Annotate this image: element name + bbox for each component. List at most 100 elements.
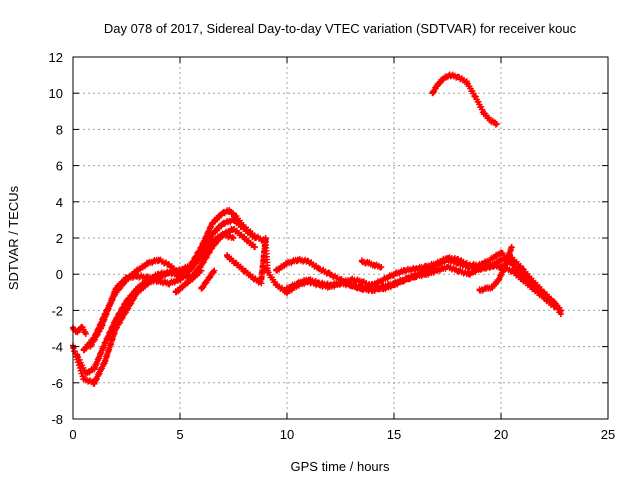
- data-point: [476, 265, 483, 272]
- series-track-8: [224, 251, 265, 287]
- data-point: [123, 274, 130, 281]
- data-point: [241, 235, 248, 241]
- data-point: [91, 379, 98, 386]
- data-point: [226, 207, 233, 214]
- data-point: [134, 273, 141, 280]
- data-point: [540, 289, 547, 296]
- data-point: [498, 256, 504, 263]
- data-point: [230, 225, 237, 232]
- data-point: [433, 262, 440, 269]
- data-point: [316, 280, 323, 287]
- data-point: [273, 282, 280, 289]
- data-point: [455, 260, 462, 267]
- series-track-4: [87, 230, 237, 350]
- data-point: [530, 285, 537, 292]
- data-point: [284, 285, 290, 292]
- data-point: [87, 343, 94, 350]
- data-point: [530, 278, 537, 285]
- data-point: [123, 298, 130, 305]
- data-point: [444, 256, 451, 263]
- data-point: [209, 231, 216, 238]
- data-point: [177, 276, 183, 283]
- x-tick-label: 0: [69, 427, 76, 442]
- data-point: [483, 285, 490, 292]
- y-tick-label: 8: [56, 122, 63, 137]
- data-point: [365, 260, 372, 267]
- data-point: [508, 267, 515, 274]
- data-point: [260, 256, 267, 263]
- data-point: [446, 72, 453, 79]
- data-point: [273, 267, 280, 274]
- data-point: [401, 267, 408, 274]
- data-point: [144, 274, 151, 281]
- data-point: [284, 260, 290, 267]
- data-point: [198, 262, 205, 269]
- data-point: [166, 280, 173, 287]
- data-point: [230, 235, 237, 241]
- series-track-11: [273, 255, 558, 310]
- data-point: [241, 267, 248, 274]
- data-point: [378, 263, 385, 270]
- data-point: [472, 93, 479, 100]
- data-point: [444, 263, 451, 270]
- data-point: [480, 110, 487, 117]
- data-point: [440, 75, 447, 82]
- data-point: [258, 276, 265, 283]
- data-point: [369, 283, 376, 290]
- data-point: [465, 263, 472, 270]
- data-point: [326, 282, 333, 289]
- data-point: [487, 117, 494, 124]
- data-point: [391, 282, 397, 289]
- series-track-15: [429, 71, 500, 128]
- data-point: [429, 90, 436, 97]
- data-point: [172, 289, 179, 296]
- data-point: [495, 276, 502, 283]
- data-point: [502, 262, 509, 269]
- data-point: [219, 220, 226, 227]
- series-track-14: [476, 244, 515, 294]
- data-point: [155, 278, 162, 285]
- data-point: [401, 276, 408, 283]
- y-tick-label: 0: [56, 267, 63, 282]
- chart-title: Day 078 of 2017, Sidereal Day-to-day VTE…: [104, 21, 577, 36]
- data-point: [294, 280, 301, 287]
- data-point: [262, 265, 269, 272]
- data-point: [433, 82, 440, 89]
- y-tick-label: 2: [56, 231, 63, 246]
- data-point: [249, 274, 256, 281]
- data-point: [82, 370, 89, 377]
- y-tick-label: 4: [56, 195, 63, 210]
- x-tick-label: 25: [601, 427, 615, 442]
- data-point: [358, 278, 365, 285]
- x-tick-label: 15: [387, 427, 401, 442]
- data-point: [493, 120, 500, 127]
- data-point: [348, 282, 355, 289]
- data-point: [476, 287, 483, 294]
- data-point: [412, 265, 419, 272]
- data-point: [391, 271, 397, 278]
- data-point: [380, 276, 387, 283]
- data-point: [294, 256, 301, 263]
- data-point: [80, 347, 87, 354]
- data-point: [371, 262, 378, 269]
- data-point: [198, 253, 205, 260]
- x-tick-label: 5: [176, 427, 183, 442]
- data-point: [305, 258, 312, 265]
- series-layer: [70, 71, 564, 387]
- data-point: [134, 285, 141, 292]
- data-point: [487, 263, 494, 270]
- y-tick-label: -2: [51, 303, 63, 318]
- ticks: 0 5 10 15 20 25 -8 -6 -4 -2 0 2 4 6 8 10 12: [49, 50, 616, 442]
- y-tick-label: -8: [51, 412, 63, 427]
- data-point: [551, 300, 558, 307]
- data-point: [74, 352, 81, 359]
- data-point: [189, 274, 196, 281]
- y-tick-label: 12: [49, 50, 63, 65]
- data-point: [241, 225, 248, 232]
- data-point: [316, 265, 323, 272]
- data-point: [134, 267, 141, 274]
- x-tick-label: 10: [280, 427, 294, 442]
- data-point: [463, 79, 470, 86]
- data-point: [102, 339, 109, 346]
